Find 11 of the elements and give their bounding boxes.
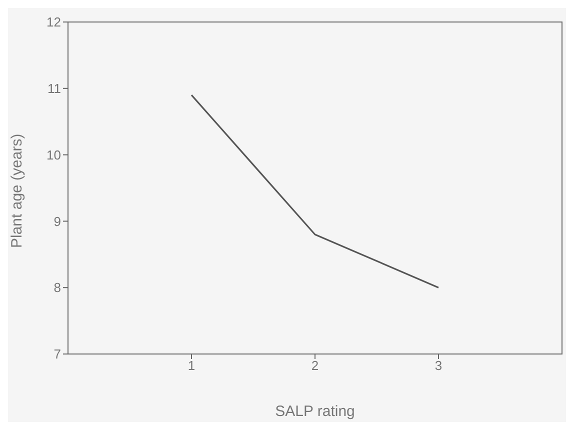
x-tick-label: 1 <box>188 358 196 374</box>
x-tick-label: 3 <box>434 358 442 374</box>
y-tick-label: 7 <box>54 346 61 362</box>
y-tick-label: 8 <box>54 280 61 296</box>
y-tick-label: 11 <box>48 81 61 96</box>
y-tick-label: 12 <box>46 14 61 30</box>
x-axis-title: SALP rating <box>275 403 355 420</box>
y-axis-title: Plant age (years) <box>8 134 26 248</box>
y-tick-label: 10 <box>46 147 61 162</box>
y-tick-label: 9 <box>54 214 61 229</box>
x-tick-label: 2 <box>311 358 319 374</box>
